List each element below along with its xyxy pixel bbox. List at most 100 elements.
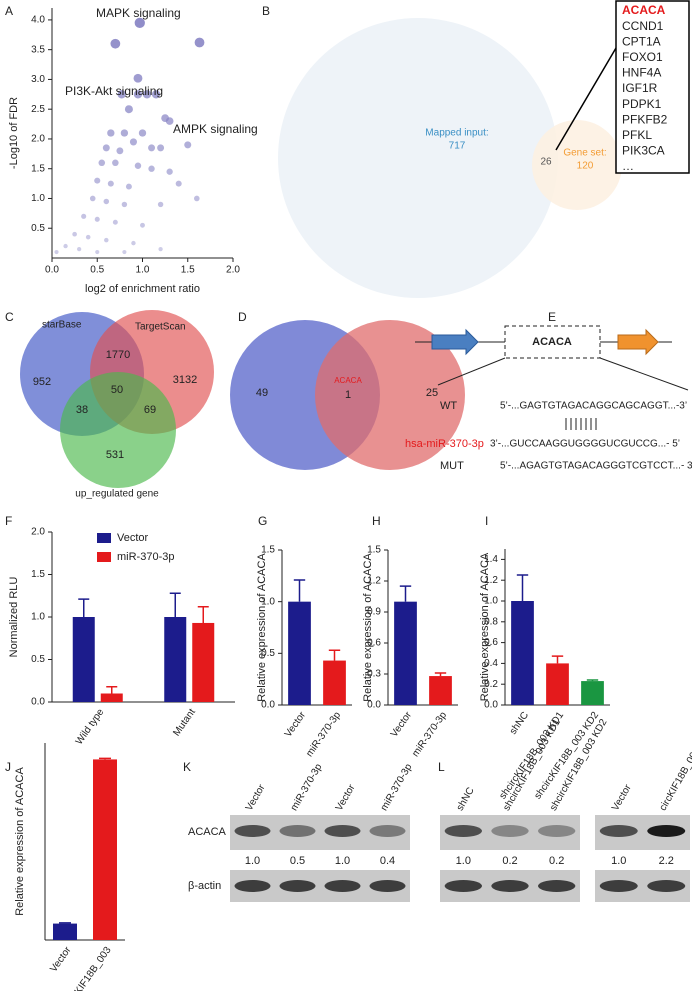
point	[184, 141, 192, 149]
point	[133, 73, 143, 83]
y-tick-label: 1.4	[484, 554, 498, 565]
sequence: 5’-...GAGTGTAGACAGGCAGCAGGT...-3’	[500, 401, 687, 412]
point	[166, 168, 173, 175]
set-label: TargetScan	[135, 322, 186, 333]
point	[107, 129, 115, 137]
point	[134, 162, 142, 169]
arrow	[617, 328, 659, 356]
x-tick-label: 1.5	[181, 265, 195, 276]
legend-label: Vector	[117, 532, 149, 544]
error-bar	[59, 922, 71, 924]
y-tick-label: 0.2	[484, 679, 498, 690]
point	[151, 90, 161, 99]
band	[647, 880, 686, 892]
row-label: WT	[440, 400, 457, 412]
venn-count: 1	[345, 389, 351, 401]
point	[102, 144, 110, 152]
bar	[93, 759, 117, 940]
gene: PIK3CA	[622, 144, 665, 158]
point	[142, 90, 152, 99]
error-bar	[197, 606, 209, 623]
lane-label: Vector	[244, 782, 268, 813]
y-tick-label: 1.5	[367, 545, 381, 556]
lane-label: miR-370-3p	[379, 762, 415, 813]
y-tick-label: 3.5	[31, 44, 45, 55]
y-tick-label: 3.0	[31, 74, 45, 85]
y-tick-label: 0.0	[31, 697, 45, 708]
bar	[53, 923, 77, 940]
point	[148, 144, 156, 152]
band	[369, 825, 406, 837]
bar	[323, 660, 346, 705]
zoom-line	[599, 357, 689, 391]
panel-label: G	[258, 514, 267, 528]
row-label: hsa-miR-370-3p	[405, 438, 484, 450]
y-tick-label: 1.5	[31, 163, 45, 174]
y-tick-label: 0.5	[31, 654, 45, 665]
y-tick-label: 4.0	[31, 15, 45, 26]
band	[538, 880, 576, 892]
venn-count: 531	[106, 449, 124, 461]
venn-circle	[278, 18, 558, 298]
venn-count: 120	[577, 161, 594, 172]
venn-count: 952	[33, 376, 51, 388]
error-bar	[551, 655, 564, 664]
ratio: 1.0	[456, 855, 471, 867]
panel-label: A	[5, 4, 13, 18]
venn-count: 1770	[106, 349, 130, 361]
point	[63, 243, 68, 249]
gene-box	[504, 325, 601, 359]
bar	[511, 601, 534, 705]
y-tick-label: 0.6	[367, 638, 381, 649]
y-tick-label: 2.0	[31, 527, 45, 538]
bar	[581, 681, 604, 705]
sequence: 3’-...GUCCAAGGUGGGGUCGUCCG...- 5’	[490, 439, 680, 450]
point	[94, 177, 101, 184]
gene: PFKFB2	[622, 112, 668, 126]
point	[148, 165, 155, 172]
y-tick-label: 1.5	[31, 569, 45, 580]
y-tick-label: 2.5	[31, 104, 45, 115]
y-axis-label: Relative expression of ACACA	[479, 552, 491, 701]
y-tick-label: 1.0	[261, 596, 275, 607]
y-tick-label: 1.5	[261, 545, 275, 556]
point	[77, 246, 82, 252]
lane-label: Vector	[610, 782, 634, 813]
x-tick-label: miR-370-3p	[410, 710, 449, 759]
venn-count: 49	[256, 387, 268, 399]
gene: CPT1A	[622, 34, 661, 48]
band	[599, 825, 638, 837]
y-axis-label: Relative expression of ACACA	[362, 553, 374, 702]
ratio: 1.0	[335, 855, 350, 867]
gene: ACACA	[622, 3, 666, 17]
y-axis-label: Relative expression of ACACA	[256, 553, 268, 702]
band	[444, 880, 483, 892]
bar	[164, 617, 187, 702]
band	[599, 880, 638, 892]
zoom-line	[437, 357, 506, 386]
ratio: 1.0	[611, 855, 626, 867]
x-tick-label: Vector	[48, 944, 74, 974]
bar	[394, 601, 417, 705]
set-label: up_regulated gene	[75, 489, 159, 500]
y-tick-label: 0.4	[484, 658, 498, 669]
venn-circle	[315, 320, 465, 470]
ratio: 2.2	[659, 855, 674, 867]
point	[54, 249, 59, 255]
point	[129, 138, 138, 146]
x-tick-label: 0.5	[90, 265, 104, 276]
y-tick-label: 1.2	[367, 576, 381, 587]
bar	[546, 663, 569, 705]
band	[324, 880, 361, 892]
error-bar	[434, 672, 447, 677]
error-bar	[78, 598, 90, 617]
point	[125, 183, 132, 190]
y-tick-label: 0.0	[261, 700, 275, 711]
point	[85, 234, 91, 240]
venn-label: Mapped input:	[425, 128, 488, 139]
band	[369, 880, 406, 892]
point	[103, 198, 110, 205]
band	[491, 880, 529, 892]
